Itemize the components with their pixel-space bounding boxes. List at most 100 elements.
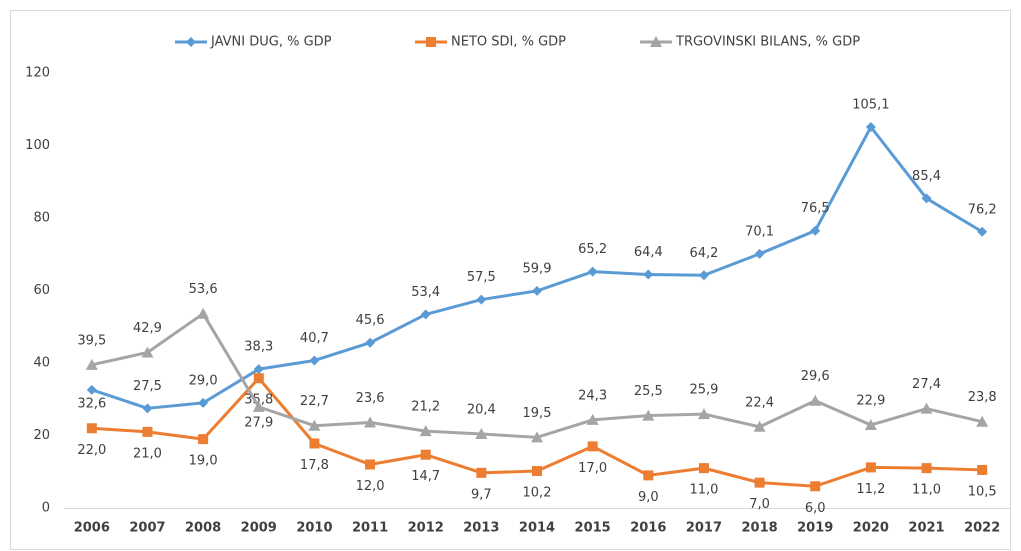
marker xyxy=(364,416,377,428)
data-label: 22,4 xyxy=(745,395,774,410)
marker xyxy=(198,397,209,408)
legend-marker xyxy=(426,37,436,47)
marker xyxy=(864,418,877,430)
data-label: 27,9 xyxy=(244,415,273,430)
x-tick-label: 2019 xyxy=(797,521,833,536)
data-label: 17,8 xyxy=(300,458,329,473)
marker xyxy=(977,226,988,237)
marker xyxy=(197,307,210,319)
x-tick-label: 2022 xyxy=(964,521,1000,536)
x-tick-label: 2012 xyxy=(408,521,444,536)
marker xyxy=(754,477,765,488)
marker xyxy=(810,225,821,236)
marker xyxy=(642,409,655,421)
marker xyxy=(587,441,598,452)
y-tick-label: 100 xyxy=(25,138,50,153)
marker xyxy=(142,426,153,437)
data-label: 20,4 xyxy=(467,403,496,418)
data-label: 32,6 xyxy=(77,396,106,411)
data-label: 17,0 xyxy=(578,461,607,476)
marker xyxy=(977,464,988,475)
x-tick-label: 2020 xyxy=(853,521,889,536)
marker xyxy=(976,415,989,427)
marker xyxy=(253,373,264,384)
marker xyxy=(643,269,654,280)
data-label: 9,7 xyxy=(471,487,492,502)
marker xyxy=(476,467,487,478)
marker xyxy=(532,285,542,296)
marker xyxy=(420,449,431,460)
data-label: 64,2 xyxy=(689,246,718,261)
y-tick-label: 80 xyxy=(33,211,50,226)
marker xyxy=(475,428,488,440)
x-tick-label: 2016 xyxy=(630,521,666,536)
data-label: 7,0 xyxy=(749,497,770,512)
legend-label: JAVNI DUG, % GDP xyxy=(210,35,332,50)
data-label: 59,9 xyxy=(523,261,552,276)
data-label: 23,6 xyxy=(356,391,385,406)
marker xyxy=(920,402,933,414)
marker xyxy=(308,419,321,431)
data-label: 22,7 xyxy=(300,394,329,409)
x-tick-label: 2010 xyxy=(296,521,332,536)
x-tick-label: 2007 xyxy=(129,521,165,536)
data-label: 105,1 xyxy=(852,98,889,113)
marker xyxy=(587,266,598,277)
data-label: 29,0 xyxy=(189,373,218,388)
data-label: 11,0 xyxy=(689,483,718,498)
x-tick-label: 2011 xyxy=(352,521,388,536)
marker xyxy=(476,294,487,305)
legend-label: TRGOVINSKI BILANS, % GDP xyxy=(675,35,860,50)
marker xyxy=(753,420,766,432)
data-label: 45,6 xyxy=(356,313,385,328)
data-label: 76,2 xyxy=(968,202,997,217)
marker xyxy=(698,270,709,281)
data-label: 11,0 xyxy=(912,483,941,498)
marker xyxy=(809,394,822,406)
marker xyxy=(85,358,98,370)
data-label: 53,4 xyxy=(411,285,440,300)
x-tick-label: 2014 xyxy=(519,521,555,536)
x-tick-label: 2018 xyxy=(741,521,777,536)
data-label: 64,4 xyxy=(634,245,663,260)
data-label: 6,0 xyxy=(805,501,826,516)
marker xyxy=(754,248,765,259)
data-label: 22,9 xyxy=(856,393,885,408)
y-tick-label: 120 xyxy=(25,66,50,81)
marker xyxy=(198,434,209,445)
data-label: 14,7 xyxy=(411,469,440,484)
legend-label: NETO SDI, % GDP xyxy=(451,35,566,50)
data-label: 29,6 xyxy=(801,369,830,384)
marker xyxy=(141,346,154,358)
marker xyxy=(698,463,709,474)
marker xyxy=(810,481,821,492)
marker xyxy=(586,413,599,425)
legend-marker xyxy=(650,36,662,47)
marker xyxy=(531,431,543,443)
x-tick-label: 2017 xyxy=(686,521,722,536)
y-tick-label: 60 xyxy=(33,283,50,298)
marker xyxy=(142,403,153,414)
y-tick-label: 40 xyxy=(33,356,50,371)
data-label: 21,0 xyxy=(133,446,162,461)
data-label: 19,0 xyxy=(189,454,218,469)
marker xyxy=(921,193,932,204)
x-tick-label: 2008 xyxy=(185,521,221,536)
x-tick-label: 2015 xyxy=(575,521,611,536)
data-label: 53,6 xyxy=(189,282,218,297)
marker xyxy=(365,459,376,470)
x-tick-label: 2009 xyxy=(241,521,277,536)
marker xyxy=(419,425,432,437)
marker xyxy=(86,384,97,395)
chart-frame xyxy=(10,10,1011,550)
data-label: 27,5 xyxy=(133,379,162,394)
marker xyxy=(252,400,265,412)
x-tick-label: 2021 xyxy=(908,521,944,536)
data-label: 38,3 xyxy=(244,340,273,355)
legend-marker xyxy=(186,37,196,47)
marker xyxy=(365,337,376,348)
data-label: 21,2 xyxy=(411,400,440,415)
marker xyxy=(643,470,654,481)
data-label: 85,4 xyxy=(912,169,941,184)
